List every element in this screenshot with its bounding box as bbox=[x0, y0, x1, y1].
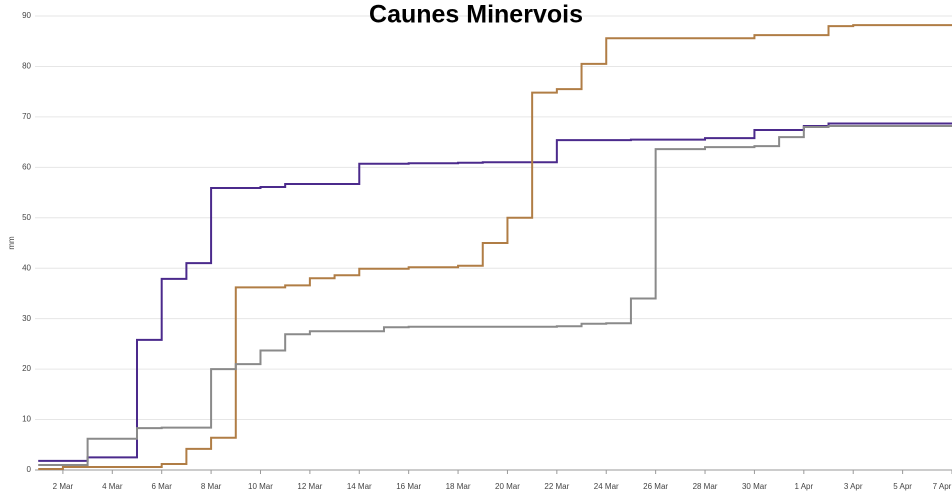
chart-title: Caunes Minervois bbox=[369, 1, 583, 29]
x-tick-label: 26 Mar bbox=[643, 482, 668, 491]
x-tick-label: 18 Mar bbox=[446, 482, 471, 491]
x-tick-label: 30 Mar bbox=[742, 482, 767, 491]
x-tick-label: 7 Apr bbox=[933, 482, 952, 491]
x-tick-label: 22 Mar bbox=[544, 482, 569, 491]
x-tick-label: 12 Mar bbox=[297, 482, 322, 491]
x-tick-label: 28 Mar bbox=[693, 482, 718, 491]
x-tick-label: 10 Mar bbox=[248, 482, 273, 491]
x-tick-label: 5 Apr bbox=[893, 482, 912, 491]
y-axis-label: mm bbox=[7, 236, 16, 250]
x-tick-label: 6 Mar bbox=[151, 482, 172, 491]
x-tick-label: 3 Apr bbox=[844, 482, 863, 491]
x-tick-label: 14 Mar bbox=[347, 482, 372, 491]
x-tick-label: 8 Mar bbox=[201, 482, 222, 491]
series-line bbox=[38, 124, 952, 466]
y-tick-label: 40 bbox=[22, 263, 31, 272]
y-tick-label: 0 bbox=[27, 465, 32, 474]
x-tick-label: 24 Mar bbox=[594, 482, 619, 491]
x-tick-label: 20 Mar bbox=[495, 482, 520, 491]
y-tick-label: 90 bbox=[22, 11, 31, 20]
x-tick-label: 1 Apr bbox=[794, 482, 813, 491]
y-tick-label: 50 bbox=[22, 213, 31, 222]
x-tick-label: 2 Mar bbox=[53, 482, 74, 491]
y-tick-label: 20 bbox=[22, 364, 31, 373]
y-tick-label: 70 bbox=[22, 112, 31, 121]
y-tick-label: 30 bbox=[22, 314, 31, 323]
x-tick-label: 4 Mar bbox=[102, 482, 123, 491]
y-tick-label: 10 bbox=[22, 415, 31, 424]
y-tick-label: 80 bbox=[22, 62, 31, 71]
x-tick-label: 16 Mar bbox=[396, 482, 421, 491]
series-line bbox=[38, 24, 952, 470]
series-line bbox=[38, 122, 952, 462]
y-tick-label: 60 bbox=[22, 162, 31, 171]
